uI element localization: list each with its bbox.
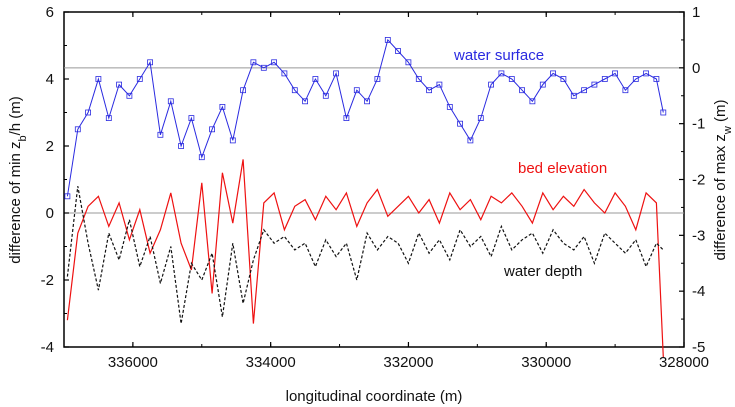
data-point-water-surface bbox=[508, 76, 515, 82]
data-point-water-surface bbox=[467, 137, 474, 144]
data-point-water-surface bbox=[436, 81, 443, 88]
data-point-water-surface bbox=[477, 115, 484, 121]
y-right-tick-label: -4 bbox=[692, 283, 705, 300]
data-point-water-surface bbox=[219, 104, 226, 110]
data-point-water-surface bbox=[570, 92, 577, 99]
x-tick-label: 332000 bbox=[383, 354, 433, 371]
annotation-water-surface: water surface bbox=[453, 47, 544, 64]
y-left-tick-label: -2 bbox=[41, 272, 54, 289]
data-point-water-surface bbox=[291, 87, 298, 94]
y-left-tick-label: -4 bbox=[41, 339, 54, 356]
data-point-water-surface bbox=[240, 87, 247, 94]
annotation-bed-elevation: bed elevation bbox=[518, 160, 607, 177]
x-tick-label: 334000 bbox=[246, 354, 296, 371]
data-point-water-surface bbox=[653, 76, 660, 82]
data-point-water-surface bbox=[426, 87, 433, 94]
data-point-water-surface bbox=[198, 154, 205, 161]
data-point-water-surface bbox=[302, 98, 309, 105]
data-point-water-surface bbox=[601, 76, 608, 82]
series-line-water-surface bbox=[66, 38, 664, 197]
y-axis-right-title: difference of max zw (m) bbox=[712, 99, 734, 260]
data-point-water-surface bbox=[519, 87, 525, 94]
data-point-water-surface bbox=[488, 81, 495, 88]
x-axis-title: longitudinal coordinate (m) bbox=[286, 388, 463, 405]
y-right-tick-label: -3 bbox=[692, 227, 705, 244]
data-point-water-surface bbox=[446, 104, 453, 110]
data-point-water-surface bbox=[395, 48, 402, 54]
data-point-water-surface bbox=[64, 193, 71, 200]
data-point-water-surface bbox=[147, 59, 154, 66]
data-point-water-surface bbox=[353, 87, 360, 94]
x-tick-label: 336000 bbox=[108, 354, 158, 371]
data-point-water-surface bbox=[178, 143, 185, 149]
y-right-tick-label: 1 bbox=[692, 4, 700, 21]
data-point-water-surface bbox=[250, 59, 257, 66]
data-point-water-surface bbox=[209, 126, 216, 133]
data-point-water-surface bbox=[74, 126, 81, 133]
data-point-water-surface bbox=[415, 76, 422, 82]
data-point-water-surface bbox=[312, 76, 319, 82]
data-point-water-surface bbox=[405, 59, 412, 66]
ticks-layer: 336000 334000 332000 330000 328000 -4 -2 0 2 4 6 -5… bbox=[41, 4, 709, 371]
x-tick-label: 328000 bbox=[659, 354, 709, 371]
data-point-water-surface bbox=[167, 98, 174, 105]
data-point-water-surface bbox=[529, 98, 536, 105]
data-point-water-surface bbox=[581, 87, 587, 94]
data-point-water-surface bbox=[105, 115, 112, 121]
data-point-water-surface bbox=[322, 92, 329, 99]
data-point-water-surface bbox=[116, 81, 122, 88]
y-left-tick-label: 2 bbox=[46, 138, 54, 155]
data-point-water-surface bbox=[271, 59, 278, 66]
data-point-water-surface bbox=[457, 120, 464, 127]
annotation-water-depth: water depth bbox=[503, 263, 582, 280]
data-point-water-surface bbox=[343, 115, 350, 121]
x-tick-label: 330000 bbox=[521, 354, 571, 371]
data-point-water-surface bbox=[333, 70, 340, 77]
data-point-water-surface bbox=[374, 76, 381, 82]
data-point-water-surface bbox=[560, 76, 567, 82]
data-point-water-surface bbox=[632, 76, 639, 82]
y-right-tick-label: 0 bbox=[692, 60, 700, 77]
y-left-tick-label: 4 bbox=[46, 71, 54, 88]
data-point-water-surface bbox=[260, 64, 267, 71]
data-point-water-surface bbox=[364, 98, 371, 105]
data-point-water-surface bbox=[539, 81, 546, 88]
series-line-bed-elevation bbox=[66, 159, 664, 358]
data-point-water-surface bbox=[550, 70, 556, 77]
data-point-water-surface bbox=[643, 70, 649, 77]
y-left-tick-label: 0 bbox=[46, 205, 54, 222]
y-right-tick-label: -2 bbox=[692, 172, 705, 189]
data-point-water-surface bbox=[126, 92, 133, 99]
data-point-water-surface bbox=[188, 115, 195, 121]
data-point-water-surface bbox=[85, 109, 91, 116]
data-point-water-surface bbox=[622, 87, 629, 94]
plot-frame bbox=[63, 11, 685, 348]
data-point-water-surface bbox=[229, 137, 236, 144]
data-point-water-surface bbox=[591, 81, 598, 88]
y-left-tick-label: 6 bbox=[46, 4, 54, 21]
series-layer bbox=[64, 37, 667, 358]
data-point-water-surface bbox=[136, 76, 143, 82]
data-point-water-surface bbox=[612, 70, 618, 77]
data-point-water-surface bbox=[384, 37, 391, 43]
data-point-water-surface bbox=[157, 131, 164, 138]
data-point-water-surface bbox=[498, 70, 505, 77]
data-point-water-surface bbox=[281, 70, 288, 77]
data-point-water-surface bbox=[660, 109, 667, 116]
y-right-tick-label: -5 bbox=[692, 339, 705, 356]
data-point-water-surface bbox=[95, 76, 102, 82]
y-right-tick-label: -1 bbox=[692, 116, 705, 133]
y-axis-left-title: difference of min zb/h (m) bbox=[7, 96, 29, 264]
series-line-water-depth bbox=[66, 186, 664, 324]
